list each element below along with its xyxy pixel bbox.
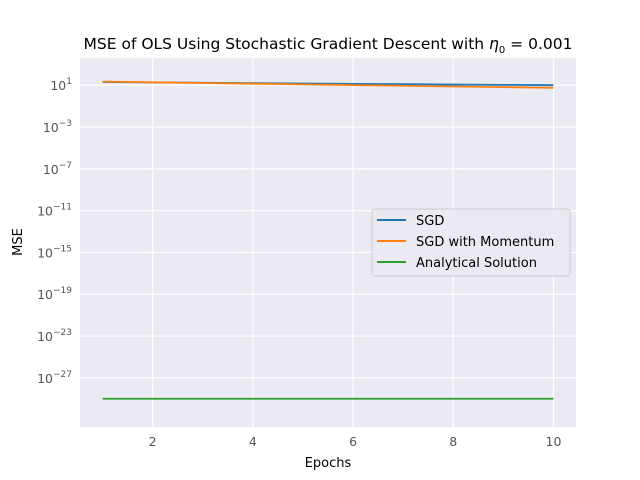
x-tick-label: 2 xyxy=(149,434,157,449)
y-tick-labels: 101 10−3 10−7 10−11 10−15 10−19 10−23 10−27 xyxy=(37,77,72,386)
y-axis-label: MSE xyxy=(11,228,26,256)
x-tick-labels: 2 4 6 8 10 xyxy=(149,434,562,449)
chart-title: MSE of OLS Using Stochastic Gradient Des… xyxy=(84,35,573,56)
x-tick-label: 4 xyxy=(249,434,257,449)
y-tick-label: 10−11 xyxy=(37,203,72,219)
x-tick-label: 6 xyxy=(349,434,357,449)
legend-label-sgd-momentum: SGD with Momentum xyxy=(416,235,554,250)
y-tick-label: 10−27 xyxy=(37,370,72,386)
x-axis-label: Epochs xyxy=(305,456,352,471)
legend-label-sgd: SGD xyxy=(416,214,444,229)
x-tick-label: 10 xyxy=(546,434,562,449)
series-line-1 xyxy=(102,80,554,89)
y-tick-label: 10−19 xyxy=(37,286,72,302)
y-tick-label: 10−15 xyxy=(37,244,72,260)
y-tick-label: 10−7 xyxy=(43,161,72,177)
legend: SGD SGD with Momentum Analytical Solutio… xyxy=(371,208,571,277)
y-tick-label: 101 xyxy=(50,77,72,93)
x-tick-label: 8 xyxy=(449,434,457,449)
y-tick-label: 10−23 xyxy=(37,328,72,344)
legend-box xyxy=(371,208,571,277)
legend-label-analytical: Analytical Solution xyxy=(416,256,537,271)
y-tick-label: 10−3 xyxy=(43,119,72,135)
series-lines xyxy=(102,80,554,400)
